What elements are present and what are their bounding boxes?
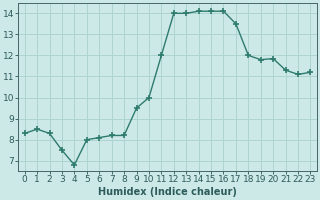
X-axis label: Humidex (Indice chaleur): Humidex (Indice chaleur) — [98, 187, 237, 197]
